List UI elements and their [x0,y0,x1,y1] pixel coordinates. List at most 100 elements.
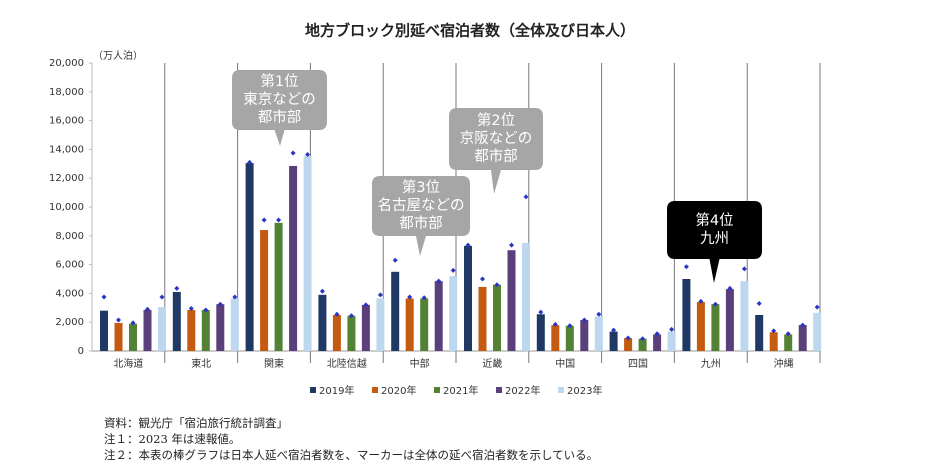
bar [230,298,239,351]
x-tick-label: 沖縄 [774,357,794,370]
x-tick-label: 九州 [701,358,721,370]
bar [798,325,807,351]
total-marker [654,331,660,337]
total-marker [625,335,631,341]
total-marker [581,317,587,323]
bar [784,334,793,351]
bar [172,291,181,351]
total-marker [567,323,573,329]
total-marker [538,309,544,315]
total-marker [683,264,689,270]
total-marker [261,217,267,223]
source-note: 注２：本表の棒グラフは日本人延べ宿泊者数を、マーカーは全体の延べ宿泊者数を示して… [104,448,598,462]
bar [522,243,530,351]
bar [405,298,414,351]
callout-box [449,108,543,194]
total-marker [290,150,296,156]
legend-label: 2021年 [443,384,478,397]
bar [201,309,210,351]
bar [376,298,385,351]
bar [143,309,152,351]
total-marker [669,326,675,332]
bar [594,316,603,351]
total-marker [174,285,180,291]
total-marker [392,257,398,263]
legend-label: 2019年 [319,384,354,397]
y-tick-label: 0 [78,346,84,357]
source-note: 注１：2023 年は速報値。 [104,432,240,446]
total-marker [334,311,340,317]
legend-swatch [372,387,378,393]
bar [187,309,196,351]
total-marker [552,321,558,327]
bar [391,271,400,351]
total-marker [377,292,383,298]
bar [332,315,341,351]
callout-text: 東京などの [243,91,316,108]
total-marker [465,242,471,248]
bar [274,222,283,351]
y-tick-label: 20,000 [49,58,84,69]
total-marker [771,328,777,334]
bar [158,307,166,351]
total-marker [523,194,529,200]
callout-box [232,70,327,146]
total-marker [319,288,325,294]
total-marker [800,322,806,328]
callout-box [372,176,470,256]
x-tick-label: 北陸信越 [327,357,367,370]
callout-text: 第2位 [477,111,515,129]
bar [114,322,123,351]
total-marker [101,294,107,300]
bar [420,298,429,351]
callout-text: 都市部 [258,109,302,126]
legend-swatch [496,387,502,393]
total-marker [130,320,136,326]
total-marker [247,159,253,165]
y-tick-label: 18,000 [49,87,84,98]
bar [580,320,589,351]
callout-box [667,201,762,283]
x-tick-label: 近畿 [482,357,502,370]
y-tick-label: 14,000 [49,144,84,155]
bar [129,323,137,351]
total-marker [421,295,427,301]
bar [609,331,618,351]
bar [260,230,269,351]
total-marker [596,311,602,317]
callout-text: 都市部 [474,148,518,165]
x-tick-label: 中国 [555,357,575,370]
callout-text: 九州 [700,230,729,247]
total-marker [407,294,413,300]
bar [755,315,764,351]
y-tick-label: 6,000 [55,260,84,271]
legend-label: 2022年 [505,384,540,397]
bar [667,331,676,351]
total-marker [305,151,311,157]
total-marker [494,282,500,288]
total-marker [232,294,238,300]
y-axis-label: （万人泊） [93,50,143,62]
bar [434,281,443,351]
y-tick-label: 4,000 [55,288,84,299]
bar [478,286,487,351]
total-marker [480,276,485,282]
bar [318,294,327,351]
total-marker [217,301,223,307]
legend-swatch [434,387,440,393]
total-marker [116,317,121,323]
legend-swatch [558,387,564,393]
y-tick-label: 16,000 [49,116,84,127]
bar [289,165,298,351]
legend-label: 2020年 [381,384,416,397]
total-marker [188,306,194,312]
total-marker [741,266,747,272]
bar [507,250,516,351]
total-marker [450,267,456,273]
y-tick-label: 10,000 [49,202,84,213]
total-marker [611,327,617,333]
callout-text: 名古屋などの [378,197,465,214]
bar [624,338,633,351]
y-tick-label: 8,000 [55,231,84,242]
